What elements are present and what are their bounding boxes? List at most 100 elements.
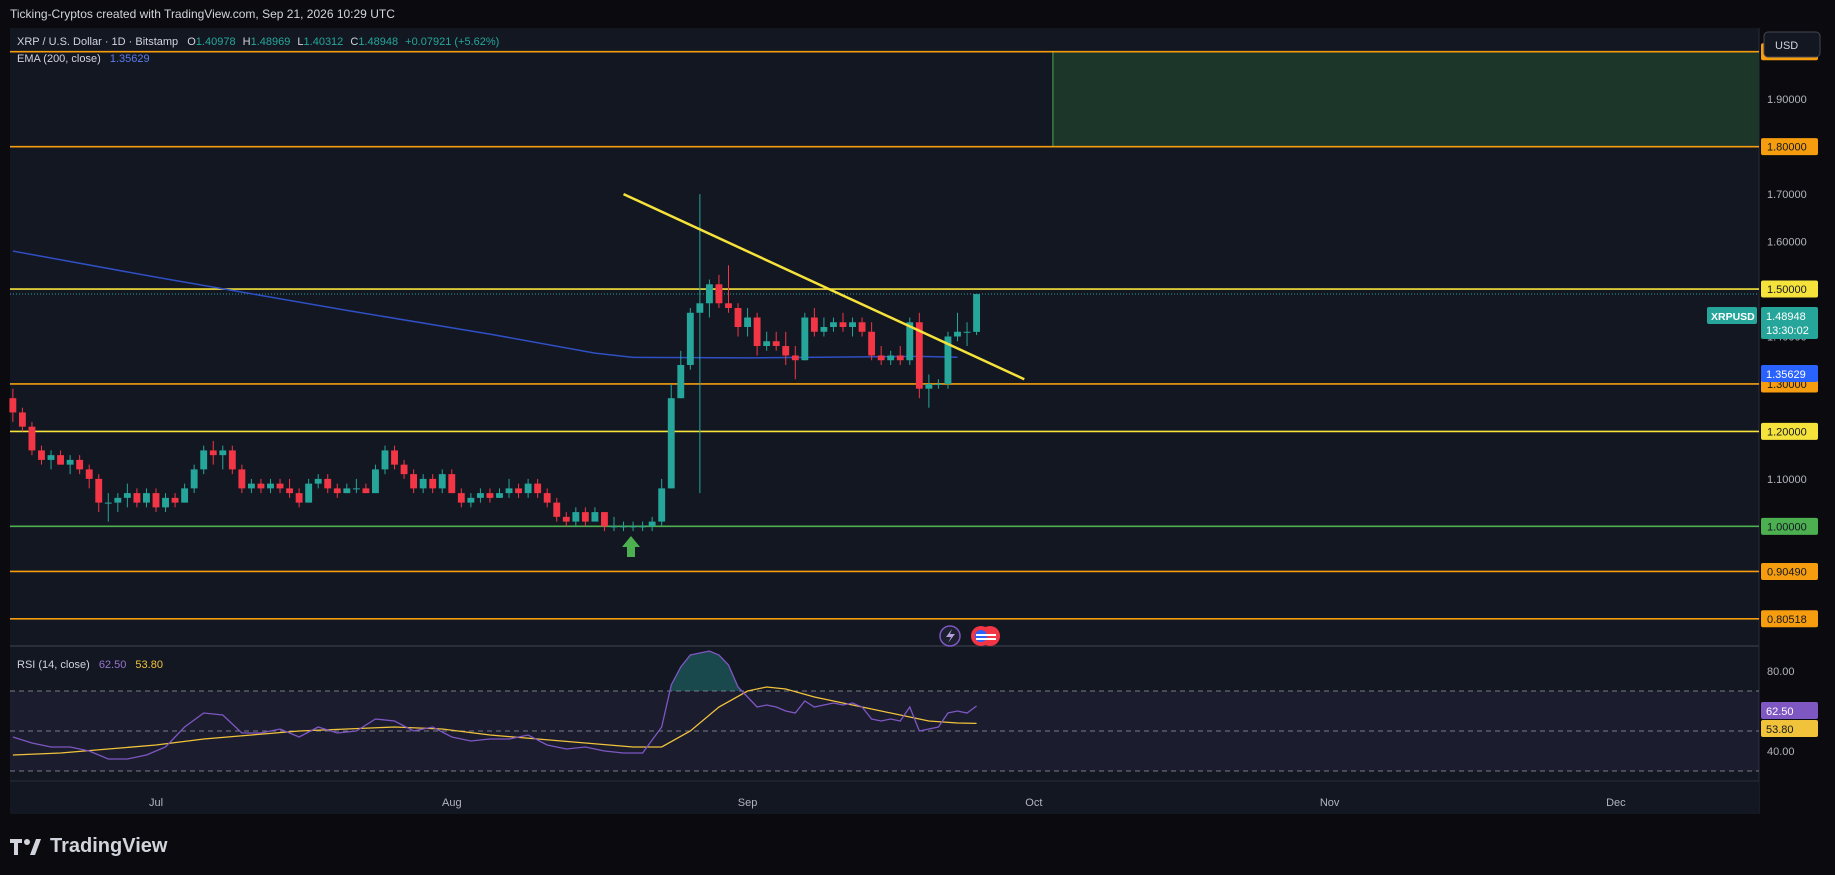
candle: [963, 322, 971, 346]
candle-body: [333, 488, 341, 494]
legend-o-label: O: [187, 36, 196, 48]
candle-body: [925, 383, 933, 389]
time-tick-label: Oct: [1025, 797, 1042, 809]
candle-body: [505, 488, 513, 494]
candle-body: [858, 322, 866, 332]
up-arrow-icon: [622, 536, 640, 557]
candle: [28, 421, 36, 456]
candle: [238, 464, 246, 494]
candle: [954, 312, 961, 342]
rsi-value-badge: [1761, 702, 1818, 719]
candle: [200, 445, 208, 475]
candle: [152, 488, 160, 513]
candle: [95, 474, 103, 513]
candle-body: [162, 497, 169, 508]
tradingview-logo: TradingView: [10, 835, 167, 858]
candle: [715, 274, 723, 309]
candle: [830, 317, 837, 332]
candle: [343, 483, 351, 494]
brand-name: TradingView: [50, 835, 168, 857]
candle-body: [629, 526, 637, 528]
rsi-legend-value: 62.50: [99, 659, 127, 671]
candle: [295, 488, 303, 508]
candle-body: [400, 464, 408, 475]
candle: [476, 488, 484, 503]
candle: [925, 374, 933, 408]
candle: [858, 317, 866, 337]
candle-body: [343, 488, 351, 494]
candle-body: [9, 398, 17, 413]
candle: [591, 507, 599, 522]
candle: [505, 478, 513, 498]
candle: [849, 317, 856, 337]
candle: [620, 521, 627, 532]
currency-button[interactable]: USD: [1763, 31, 1821, 58]
rsi-lines: [12, 650, 977, 760]
candle-body: [515, 488, 523, 494]
candle: [228, 445, 236, 475]
candle-body: [934, 383, 942, 385]
time-axis[interactable]: [10, 781, 1759, 814]
candle: [562, 512, 570, 527]
candle: [467, 493, 475, 508]
candle-body: [744, 317, 752, 328]
rsi-tick-label: 80.00: [1767, 666, 1795, 678]
candle-body: [114, 497, 122, 503]
level-badge: [1761, 562, 1818, 580]
candle: [791, 345, 799, 380]
events-icons[interactable]: [939, 625, 1000, 647]
rsi-legend-label: RSI (14, close): [17, 659, 90, 671]
target-zone-box: [1052, 51, 1759, 147]
legend-l-label: L: [297, 36, 303, 48]
candle: [133, 488, 141, 508]
legend-symbol: XRP / U.S. Dollar · 1D · Bitstamp: [17, 36, 178, 48]
candle: [496, 488, 503, 498]
ema-price-badge: 1.35629: [1761, 365, 1818, 382]
level-label: 1.20000: [1767, 426, 1807, 438]
currency-button-frame[interactable]: [1763, 31, 1821, 58]
candle: [305, 478, 313, 503]
candle-body: [553, 502, 561, 517]
candle-body: [47, 455, 55, 460]
candle-body: [381, 450, 389, 470]
candle: [362, 483, 370, 494]
candle: [868, 322, 876, 361]
candle: [887, 350, 895, 365]
time-tick-label: Dec: [1606, 797, 1626, 809]
candle-body: [238, 469, 246, 489]
candle-body: [95, 478, 103, 503]
candle: [219, 445, 227, 470]
candle: [524, 478, 532, 498]
candle: [247, 478, 255, 494]
candle: [753, 312, 761, 356]
level-label: 1.00000: [1767, 521, 1807, 533]
candle: [38, 445, 45, 465]
price-tick-label: 1.60000: [1767, 237, 1807, 249]
candle-body: [791, 355, 799, 361]
candle-body: [247, 483, 255, 489]
candle: [725, 265, 732, 313]
candle-body: [543, 493, 551, 503]
candle-body: [868, 331, 876, 356]
candle: [973, 293, 981, 336]
legend-l-value: 1.40312: [304, 36, 344, 48]
candle: [314, 474, 322, 489]
candle: [419, 474, 427, 494]
candle: [114, 493, 122, 513]
candle: [782, 331, 790, 365]
rsi-legend: RSI (14, close) 62.50 53.80: [17, 659, 163, 671]
candle-body: [123, 493, 131, 498]
candle-body: [457, 493, 465, 503]
candle-body: [639, 526, 647, 528]
legend-c-label: C: [350, 36, 358, 48]
candle-body: [171, 497, 179, 503]
candle-body: [562, 516, 570, 522]
candle-body: [601, 512, 608, 527]
rsi-polyline: [12, 650, 977, 760]
candle: [257, 478, 265, 494]
flag-stripe: [976, 634, 996, 636]
candle-body: [906, 322, 914, 361]
candle: [667, 383, 675, 489]
rsi-ma-badge: [1761, 720, 1818, 737]
